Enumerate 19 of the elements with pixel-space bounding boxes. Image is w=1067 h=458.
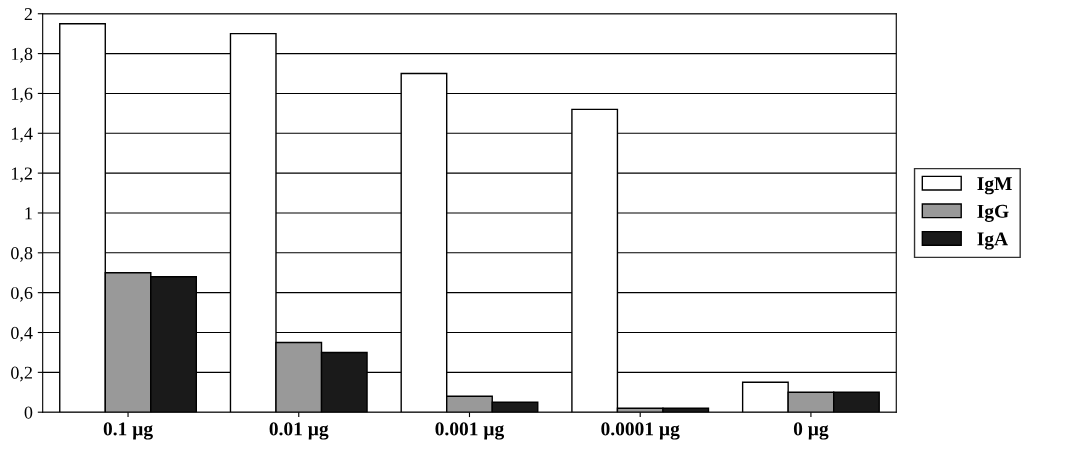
y-tick-label: 0,6 xyxy=(11,286,33,302)
y-tick-label: 1,8 xyxy=(11,47,33,63)
x-tick-label: 0.01 µg xyxy=(269,422,329,440)
y-tick-label: 0,4 xyxy=(11,326,33,342)
x-tick-label: 0.001 µg xyxy=(435,422,505,440)
y-tick-label: 1,2 xyxy=(11,167,32,183)
y-tick-label: 0 xyxy=(24,406,33,419)
y-tick-label: 1 xyxy=(25,207,32,220)
y-tick-label: 0,2 xyxy=(11,366,32,382)
y-tick-label: 1,4 xyxy=(11,127,33,143)
x-tick-label: 0.1 µg xyxy=(103,422,153,440)
legend-label: IgM xyxy=(977,177,1012,195)
legend-label: IgG xyxy=(977,204,1009,222)
x-tick-label: 0.0001 µg xyxy=(601,422,680,440)
y-tick-label: 1,6 xyxy=(11,87,33,103)
x-tick-label: 0 µg xyxy=(793,422,829,440)
legend-label: IgA xyxy=(977,232,1008,250)
y-tick-label: 2 xyxy=(24,8,32,20)
y-tick-label: 0,8 xyxy=(11,247,33,262)
